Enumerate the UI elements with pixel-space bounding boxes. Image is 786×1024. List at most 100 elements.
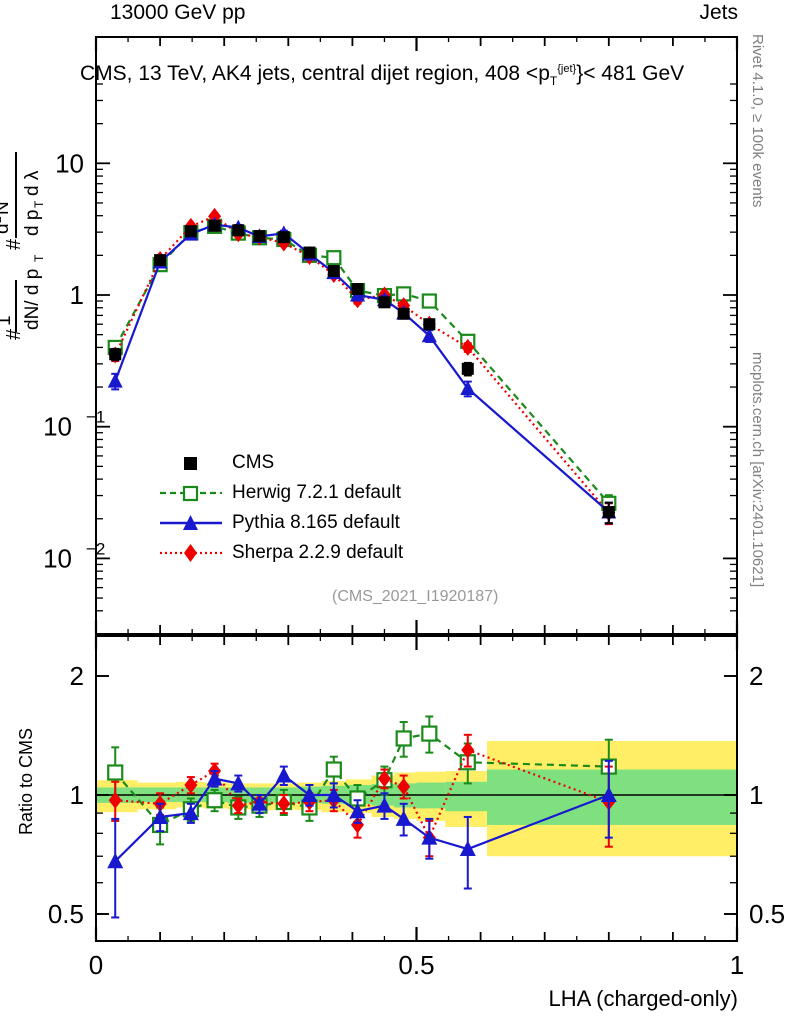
data-marker <box>302 793 316 811</box>
svg-text:1: 1 <box>0 315 15 326</box>
data-marker <box>350 287 366 302</box>
data-marker <box>376 287 393 304</box>
data-marker <box>252 793 266 811</box>
ratio-y-tick-label-right: 0.5 <box>749 899 785 929</box>
data-marker <box>231 797 245 815</box>
legend-item-herwig[interactable]: Herwig 7.2.1 default <box>160 478 403 508</box>
data-marker <box>206 792 223 809</box>
uncertainty-band-inner <box>321 785 346 804</box>
y-tick-label: 10 <box>43 412 72 442</box>
uncertainty-band-inner <box>487 769 737 825</box>
title-tail: }< 481 GeV <box>576 62 685 85</box>
data-marker <box>351 816 365 834</box>
uncertainty-band-outer <box>445 771 488 827</box>
svg-text:dN/ d p: dN/ d p <box>22 269 43 330</box>
data-marker <box>107 764 124 781</box>
data-marker <box>276 225 292 240</box>
data-marker <box>107 852 124 869</box>
data-marker <box>601 495 617 511</box>
legend-key-sherpa <box>160 542 222 564</box>
uncertainty-band-inner <box>371 784 395 806</box>
uncertainty-band-outer <box>394 772 417 819</box>
data-marker <box>460 380 476 396</box>
data-marker <box>327 266 341 284</box>
uncertainty-band-outer <box>371 775 395 817</box>
data-marker <box>184 217 198 235</box>
legend-label-pythia: Pythia 8.165 default <box>232 512 400 533</box>
data-marker <box>303 246 316 259</box>
uncertainty-band-outer <box>227 783 250 810</box>
data-marker <box>460 333 476 349</box>
data-marker <box>601 504 617 519</box>
uncertainty-band-inner <box>394 783 417 808</box>
data-marker <box>107 373 123 388</box>
uncertainty-band-outer <box>272 783 298 810</box>
svg-text:#: # <box>3 238 25 250</box>
ratio-y-tick-label-right: 1 <box>749 780 763 810</box>
uncertainty-band-inner <box>203 787 228 803</box>
uncertainty-band-inner <box>227 787 250 803</box>
x-tick-label: 0.5 <box>398 950 434 980</box>
legend-label-herwig: Herwig 7.2.1 default <box>232 482 401 503</box>
data-marker <box>461 338 475 356</box>
data-marker <box>183 224 199 241</box>
data-marker <box>230 219 246 235</box>
uncertainty-band-inner <box>272 787 298 803</box>
ratio-series-line-1 <box>114 774 610 862</box>
data-marker <box>152 254 168 269</box>
svg-text:2: 2 <box>0 216 4 223</box>
data-marker <box>152 816 169 834</box>
ratio-series-line-0 <box>114 732 609 827</box>
data-marker <box>152 257 168 273</box>
data-marker <box>232 224 245 237</box>
data-marker <box>327 791 341 809</box>
header-category-label: Jets <box>699 1 738 24</box>
y-tick-label: 10 <box>43 543 72 573</box>
data-marker <box>184 225 197 238</box>
data-marker <box>325 761 342 778</box>
legend-item-sherpa[interactable]: Sherpa 2.2.9 default <box>160 538 403 568</box>
data-marker <box>208 219 221 232</box>
svg-text:d λ: d λ <box>22 170 43 196</box>
data-marker <box>461 741 475 759</box>
data-marker <box>301 799 318 816</box>
uncertainty-band-outer <box>487 740 737 857</box>
legend-key-herwig <box>160 482 222 504</box>
data-marker <box>231 225 245 243</box>
analysis-id-watermark: (CMS_2021_I1920187) <box>332 588 499 605</box>
title-main: CMS, 13 TeV, AK4 jets, central dijet reg… <box>80 62 550 85</box>
x-tick-label: 1 <box>730 950 744 980</box>
y-axis-label: # 1 dN/ d p T # d 2 N d p T d λ <box>0 152 46 340</box>
data-marker <box>397 307 410 320</box>
y-tick-label-exponent: −1 <box>86 408 105 427</box>
data-marker <box>378 296 391 309</box>
y-tick-label-exponent: −2 <box>86 539 105 558</box>
side-text-mcplots: mcplots.cern.ch [arXiv:2401.10621] <box>749 352 766 588</box>
data-marker <box>208 762 222 780</box>
data-marker <box>421 725 438 742</box>
data-marker <box>230 225 246 241</box>
legend-item-pythia[interactable]: Pythia 8.165 default <box>160 508 403 538</box>
data-marker <box>182 804 199 821</box>
data-marker <box>396 286 412 302</box>
uncertainty-band-outer <box>249 783 273 811</box>
data-marker <box>421 829 438 845</box>
data-marker <box>277 231 290 244</box>
svg-text:T: T <box>32 200 46 208</box>
data-marker <box>397 297 411 315</box>
legend-item-cms[interactable]: CMS <box>160 448 403 478</box>
data-marker <box>251 797 268 814</box>
uncertainty-band-outer <box>96 780 138 813</box>
data-marker <box>182 801 199 818</box>
ratio-y-tick-label-right: 2 <box>749 661 763 691</box>
data-marker <box>602 504 616 522</box>
data-marker <box>602 793 616 811</box>
data-marker <box>422 315 436 333</box>
data-marker <box>459 754 476 771</box>
data-marker <box>461 362 474 375</box>
ratio-y-tick-label: 1 <box>70 780 84 810</box>
data-marker <box>602 506 615 519</box>
data-marker <box>422 829 436 847</box>
data-marker <box>251 230 268 246</box>
data-marker <box>184 776 198 794</box>
